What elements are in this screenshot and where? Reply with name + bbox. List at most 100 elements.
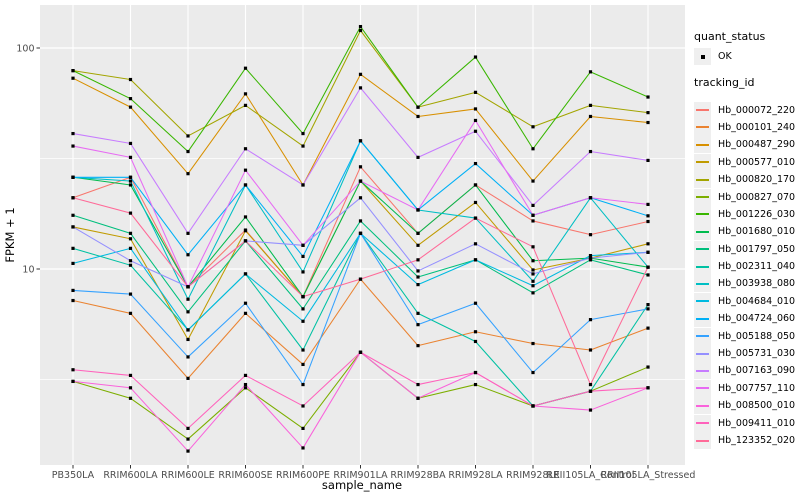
legend-line-swatch: [696, 282, 709, 285]
data-point: [646, 202, 650, 207]
data-point: [588, 348, 593, 352]
legend-entry-label: Hb_007757_110: [718, 382, 796, 394]
legend-title-quant-status: quant_status: [694, 30, 766, 43]
legend-key-Hb_123352_020: [694, 432, 711, 449]
data-point: [531, 291, 535, 295]
data-point: [301, 295, 305, 299]
legend-tracking-id-entries: Hb_000072_220 Hb_000101_240 Hb_000487_290 H…: [694, 101, 800, 449]
legend-entry-Hb_000820_170: Hb_000820_170: [694, 171, 800, 189]
legend-entry-label: Hb_000101_240: [718, 121, 796, 133]
legend-line-swatch: [696, 439, 709, 442]
data-point: [531, 203, 535, 207]
data-point: [128, 231, 133, 235]
data-point: [646, 265, 650, 269]
x-tick-label-RRII105LA_Stressed: RRII105LA_Stressed: [601, 470, 696, 481]
data-point: [128, 311, 133, 315]
data-point: [646, 303, 650, 307]
data-point: [71, 69, 75, 73]
data-point: [243, 92, 248, 96]
legend-key-Hb_004724_060: [694, 310, 711, 328]
data-point: [646, 214, 650, 218]
data-point: [358, 72, 363, 76]
data-point: [588, 114, 593, 119]
legend-entry-Hb_003938_080: Hb_003938_080: [694, 275, 800, 293]
x-tick-label-RRIM600SE: RRIM600SE: [218, 470, 272, 481]
data-point: [531, 404, 535, 408]
data-point: [531, 279, 535, 283]
data-point: [186, 437, 190, 441]
data-point: [358, 24, 363, 29]
data-point: [186, 337, 190, 342]
data-point: [416, 231, 420, 235]
data-point: [243, 382, 248, 387]
data-point: [473, 107, 478, 111]
data-point: [128, 183, 133, 187]
legend-entry-Hb_000487_290: Hb_000487_290: [694, 136, 800, 154]
data-point: [71, 131, 75, 136]
data-point: [473, 382, 478, 387]
data-point: [358, 231, 363, 235]
gridlines: [40, 5, 685, 465]
legend-key-Hb_002311_040: [694, 258, 711, 276]
data-point: [71, 261, 75, 266]
legend-key-Hb_007163_090: [694, 362, 711, 380]
data-point: [531, 284, 535, 288]
data-point: [416, 114, 420, 119]
data-point: [646, 219, 650, 224]
legend-key-Hb_000072_220: [694, 101, 711, 119]
data-point: [301, 446, 305, 450]
data-point: [128, 141, 133, 146]
data-point: [473, 200, 478, 205]
data-point: [646, 158, 650, 163]
legend-entry-label: Hb_003938_080: [718, 278, 796, 290]
legend-line-swatch: [696, 126, 709, 129]
data-point: [646, 250, 650, 254]
legend-line-swatch: [696, 387, 709, 390]
legend-line-swatch: [696, 352, 709, 355]
data-point: [473, 55, 478, 59]
data-point: [128, 77, 133, 82]
data-point: [416, 155, 420, 159]
data-point: [531, 370, 535, 375]
data-point: [416, 208, 420, 212]
series-points-Hb_001226_030: [71, 24, 650, 154]
data-point: [301, 426, 305, 430]
data-point: [588, 258, 593, 262]
data-point: [416, 344, 420, 348]
data-point: [646, 111, 650, 115]
data-point: [71, 368, 75, 372]
legend-entry-Hb_005731_030: Hb_005731_030: [694, 345, 800, 363]
legend-line-swatch: [696, 230, 709, 233]
data-point: [301, 243, 305, 247]
legend-key-Hb_003938_080: [694, 275, 711, 293]
legend-entry-Hb_008500_010: Hb_008500_010: [694, 397, 800, 415]
data-point: [416, 269, 420, 273]
legend-entry-label: Hb_009411_010: [718, 417, 796, 429]
data-point: [128, 175, 133, 179]
legend-key-Hb_000577_010: [694, 153, 711, 171]
data-point: [186, 376, 190, 380]
legend-entry-label: Hb_000487_290: [718, 139, 796, 151]
data-point: [186, 328, 190, 332]
legend-key-Hb_000820_170: [694, 171, 711, 189]
legend-line-swatch: [696, 265, 709, 268]
data-point: [473, 129, 478, 133]
legend-entry-ok: OK: [694, 48, 800, 66]
data-point: [358, 196, 363, 200]
data-point: [588, 318, 593, 322]
data-point: [128, 237, 133, 241]
data-point: [243, 147, 248, 151]
legend-key-Hb_000827_070: [694, 188, 711, 206]
data-point: [243, 301, 248, 305]
x-tick-label-RRII105LA_Control: RRII105LA_Control: [546, 470, 634, 481]
legend-key-Hb_007757_110: [694, 379, 711, 397]
legend-line-swatch: [696, 300, 709, 303]
data-point: [243, 311, 248, 315]
series-points-Hb_009411_010: [71, 350, 650, 430]
legend-entry-label: Hb_005188_050: [718, 330, 796, 342]
x-tick-label-RRIM928BA: RRIM928BA: [390, 470, 446, 481]
data-point: [301, 348, 305, 352]
data-point: [243, 229, 248, 233]
data-point: [416, 396, 420, 400]
data-point: [243, 272, 248, 276]
